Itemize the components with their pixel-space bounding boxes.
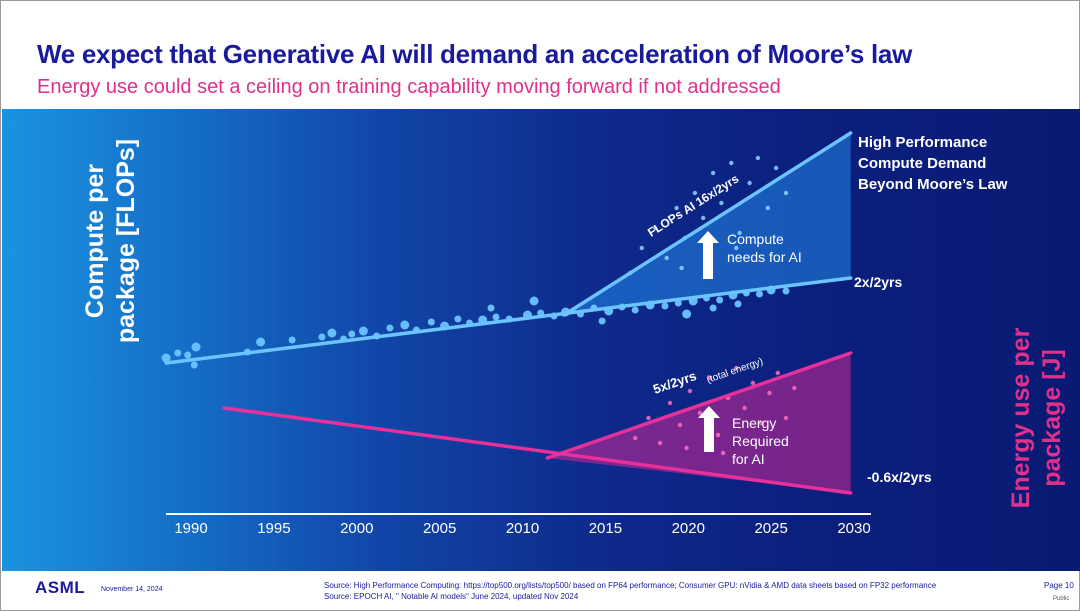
- x-tick-label: 2000: [340, 520, 373, 537]
- trend-line-energy-trend: [222, 406, 853, 495]
- data-point: [710, 170, 716, 176]
- data-point: [631, 306, 639, 314]
- data-point: [701, 215, 706, 221]
- energy-required-arrow-icon: [698, 406, 720, 452]
- data-point: [719, 200, 724, 206]
- data-point: [288, 336, 296, 344]
- page-number: Page 10: [1044, 581, 1074, 590]
- data-point: [734, 245, 739, 251]
- data-point: [682, 309, 692, 319]
- y-axis-label-right: Energy use per package [J]: [1007, 327, 1066, 509]
- data-point: [773, 165, 779, 171]
- footer-source-line-1: Source: High Performance Computing: http…: [324, 581, 937, 590]
- data-point: [734, 365, 739, 371]
- x-tick-label: 2005: [423, 520, 456, 537]
- y-axis-label-left: Compute per package [FLOPs]: [81, 138, 140, 344]
- compute-needs-label: Compute needs for AI: [727, 231, 802, 265]
- data-point: [667, 400, 673, 406]
- data-point: [729, 160, 734, 166]
- data-point: [256, 337, 266, 347]
- trend-line-moore: [164, 276, 853, 365]
- footer-date: November 14, 2024: [101, 586, 163, 593]
- data-point: [639, 245, 644, 251]
- data-point: [747, 180, 752, 186]
- x-tick-label: 2025: [754, 520, 787, 537]
- slide-subtitle: Energy use could set a ceiling on traini…: [37, 76, 781, 98]
- data-point: [734, 300, 742, 308]
- data-point: [759, 420, 764, 426]
- data-point: [661, 302, 669, 310]
- x-tick-label: 2030: [837, 520, 870, 537]
- data-point: [707, 375, 712, 381]
- data-point: [750, 380, 756, 386]
- data-point: [657, 440, 663, 446]
- data-point: [687, 388, 693, 394]
- data-point: [454, 315, 462, 323]
- classification-label: Public: [1053, 596, 1070, 602]
- asml-logo: ASML: [35, 578, 86, 597]
- data-point: [327, 328, 337, 338]
- data-point: [674, 205, 679, 211]
- data-point: [709, 304, 717, 312]
- data-point: [652, 225, 658, 231]
- data-point: [190, 361, 198, 369]
- data-point: [782, 287, 790, 295]
- data-point: [783, 190, 789, 196]
- label-minus-0-6x-2yrs: -0.6x/2yrs: [867, 469, 932, 485]
- data-point: [358, 326, 368, 336]
- data-point: [716, 296, 724, 304]
- data-point: [492, 313, 500, 321]
- data-point: [174, 349, 182, 357]
- data-point: [679, 265, 684, 271]
- energy-ai-wedge: [547, 353, 851, 493]
- data-point: [386, 324, 394, 332]
- trend-line-ai-flops: [562, 131, 853, 317]
- slide-title: We expect that Generative AI will demand…: [37, 39, 913, 69]
- data-point: [400, 320, 410, 330]
- data-point: [677, 422, 683, 428]
- chart-panel: [2, 109, 1080, 571]
- data-point: [664, 255, 669, 261]
- footer-source: Source: High Performance Computing: http…: [324, 580, 936, 602]
- data-point: [684, 445, 689, 451]
- data-point: [318, 333, 326, 341]
- x-tick-label: 2020: [672, 520, 705, 537]
- data-point: [720, 450, 726, 456]
- data-point: [633, 435, 638, 441]
- compute-needs-arrow-icon: [697, 231, 719, 279]
- x-tick-label: 1995: [257, 520, 290, 537]
- data-point: [529, 296, 539, 306]
- x-tick-label: 2010: [506, 520, 539, 537]
- hpc-demand-label: High Performance Compute Demand Beyond Moo…: [858, 134, 1008, 193]
- data-point: [646, 415, 651, 421]
- data-point: [767, 390, 772, 396]
- data-point: [737, 230, 742, 236]
- data-point: [697, 410, 703, 416]
- data-point: [755, 155, 761, 161]
- data-point: [598, 317, 606, 325]
- data-point: [792, 385, 797, 391]
- data-point: [715, 432, 721, 438]
- label-2x-2yrs: 2x/2yrs: [854, 274, 902, 290]
- data-point: [427, 318, 435, 326]
- data-point: [765, 205, 770, 211]
- label-total-energy: (total energy): [705, 356, 764, 386]
- x-tick-label: 2015: [589, 520, 622, 537]
- data-point: [756, 290, 763, 298]
- footer-source-line-2: Source: EPOCH AI, " Notable AI models" J…: [324, 592, 579, 601]
- data-point: [348, 330, 356, 338]
- data-point: [184, 351, 192, 359]
- data-point: [161, 353, 171, 363]
- data-point: [692, 190, 698, 196]
- trend-line-energy-ai: [545, 351, 853, 460]
- x-tick-label: 1990: [174, 520, 207, 537]
- data-point: [191, 342, 201, 352]
- data-point: [487, 304, 495, 312]
- data-point: [742, 405, 747, 411]
- data-point: [783, 415, 789, 421]
- data-point: [775, 370, 780, 376]
- energy-required-label: Energy Required for AI: [732, 415, 789, 467]
